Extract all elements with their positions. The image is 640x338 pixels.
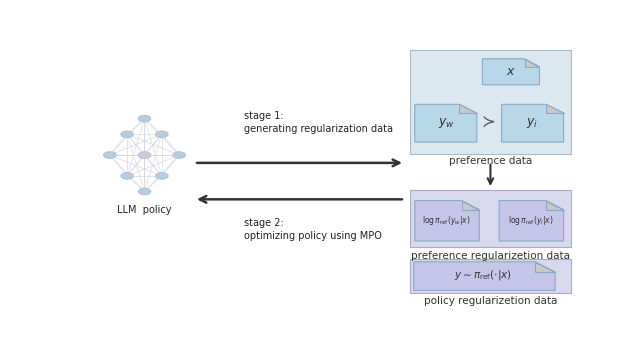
- Circle shape: [173, 152, 186, 159]
- Circle shape: [138, 152, 151, 159]
- Circle shape: [156, 172, 168, 179]
- Text: preference regularizetion data: preference regularizetion data: [411, 250, 570, 261]
- Text: $y_i$: $y_i$: [526, 116, 538, 129]
- Circle shape: [121, 172, 134, 179]
- FancyBboxPatch shape: [410, 190, 571, 247]
- Polygon shape: [499, 201, 564, 241]
- Polygon shape: [547, 201, 564, 210]
- Polygon shape: [415, 104, 477, 142]
- Text: $x$: $x$: [506, 65, 516, 78]
- FancyBboxPatch shape: [410, 50, 571, 154]
- Text: stage 2:
optimizing policy using MPO: stage 2: optimizing policy using MPO: [244, 218, 381, 241]
- Circle shape: [138, 188, 151, 195]
- Text: $\succ$: $\succ$: [478, 114, 495, 131]
- Circle shape: [103, 152, 116, 159]
- Text: $\log \pi_{\rm ref}(y_w|x)$: $\log \pi_{\rm ref}(y_w|x)$: [422, 214, 470, 227]
- Text: stage 1:
generating regularization data: stage 1: generating regularization data: [244, 111, 393, 134]
- Text: $\log \pi_{\rm ref}(y_i|x)$: $\log \pi_{\rm ref}(y_i|x)$: [508, 214, 553, 227]
- Text: preference data: preference data: [449, 156, 532, 166]
- Polygon shape: [502, 104, 564, 142]
- Text: $y_w$: $y_w$: [438, 116, 454, 129]
- Polygon shape: [462, 201, 479, 210]
- Polygon shape: [547, 104, 564, 114]
- Polygon shape: [535, 262, 555, 272]
- Text: LLM  policy: LLM policy: [117, 204, 172, 215]
- Polygon shape: [525, 59, 540, 67]
- Circle shape: [121, 131, 134, 138]
- Circle shape: [156, 131, 168, 138]
- Text: $y \sim \pi_{\rm ref}(\cdot|x)$: $y \sim \pi_{\rm ref}(\cdot|x)$: [454, 268, 512, 282]
- FancyBboxPatch shape: [410, 259, 571, 293]
- Polygon shape: [460, 104, 477, 114]
- Polygon shape: [414, 262, 555, 290]
- Polygon shape: [483, 59, 540, 85]
- Circle shape: [138, 115, 151, 122]
- Text: policy regularizetion data: policy regularizetion data: [424, 296, 557, 306]
- Polygon shape: [415, 201, 479, 241]
